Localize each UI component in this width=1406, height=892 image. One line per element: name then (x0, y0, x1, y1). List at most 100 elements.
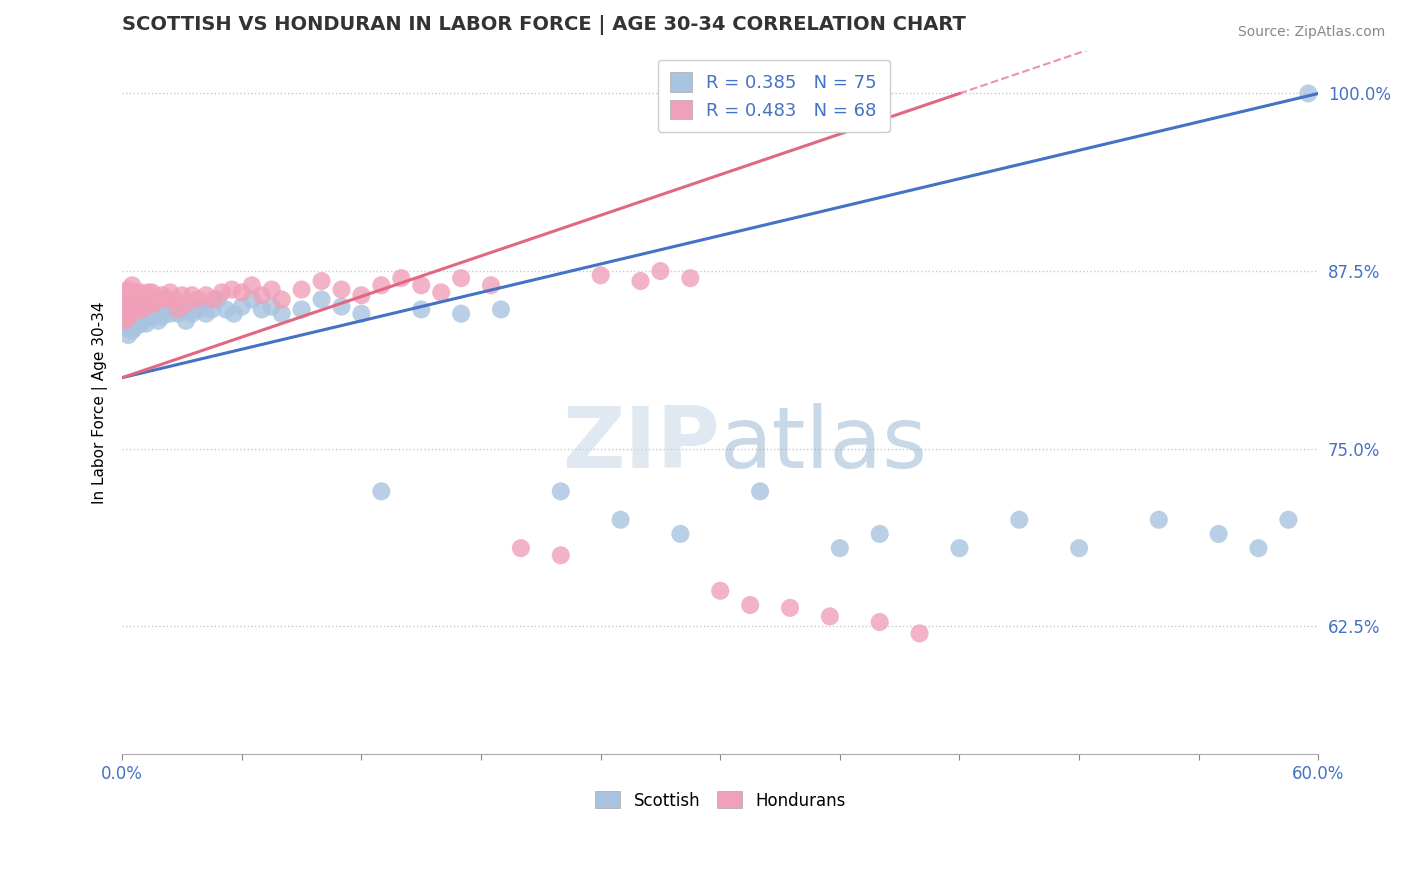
Point (135, 307, 157, 321)
Point (146, 314, 169, 328)
Point (1298, 87, 1320, 101)
Point (215, 302, 238, 317)
Point (117, 283, 139, 297)
Point (411, 278, 433, 293)
Point (779, 600, 801, 615)
Point (260, 300, 283, 314)
Point (489, 302, 512, 317)
Point (201, 302, 224, 317)
Point (1247, 541, 1270, 556)
Point (121, 307, 143, 321)
Point (122, 321, 145, 335)
Point (908, 626, 931, 640)
Point (122, 310, 145, 324)
Point (121, 302, 143, 317)
Point (143, 297, 166, 311)
Point (127, 307, 149, 321)
Point (134, 300, 156, 314)
Point (187, 293, 209, 307)
Point (194, 307, 217, 321)
Point (181, 307, 204, 321)
Point (370, 278, 392, 293)
Point (159, 307, 181, 321)
Point (389, 271, 412, 285)
Point (131, 304, 153, 318)
Point (828, 541, 851, 556)
Point (260, 283, 283, 297)
Point (411, 302, 433, 317)
Point (129, 307, 152, 321)
Point (129, 285, 152, 300)
Point (131, 288, 153, 302)
Point (240, 293, 263, 307)
Point (589, 268, 612, 283)
Point (187, 302, 209, 317)
Text: ZIP: ZIP (562, 403, 720, 486)
Point (143, 302, 166, 317)
Point (869, 615, 891, 629)
Point (115, 307, 138, 321)
Point (749, 484, 772, 499)
Point (240, 278, 263, 293)
Point (291, 283, 314, 297)
Point (127, 288, 149, 302)
Point (141, 285, 163, 300)
Point (150, 288, 173, 302)
Point (250, 302, 273, 317)
Point (709, 583, 731, 598)
Point (135, 317, 157, 331)
Point (270, 307, 292, 321)
Point (170, 288, 193, 302)
Point (159, 285, 181, 300)
Point (122, 302, 145, 317)
Point (170, 302, 193, 317)
Point (120, 302, 142, 317)
Point (115, 300, 138, 314)
Point (122, 288, 145, 302)
Point (869, 527, 891, 541)
Point (141, 310, 163, 325)
Point (650, 264, 672, 278)
Point (330, 283, 353, 297)
Point (121, 314, 143, 328)
Point (550, 484, 572, 499)
Point (136, 285, 159, 300)
Point (112, 321, 135, 335)
Point (115, 314, 138, 328)
Y-axis label: In Labor Force | Age 30-34: In Labor Force | Age 30-34 (93, 301, 108, 504)
Point (430, 285, 453, 300)
Point (194, 288, 217, 302)
Point (174, 314, 197, 328)
Point (1147, 513, 1170, 527)
Point (122, 300, 145, 314)
Point (231, 285, 253, 300)
Point (222, 307, 245, 321)
Point (1008, 513, 1031, 527)
Point (135, 293, 157, 307)
Point (479, 278, 502, 293)
Point (120, 300, 142, 314)
Point (117, 310, 139, 325)
Point (115, 285, 138, 300)
Point (350, 307, 373, 321)
Point (350, 288, 373, 302)
Point (150, 310, 173, 324)
Text: SCOTTISH VS HONDURAN IN LABOR FORCE | AGE 30-34 CORRELATION CHART: SCOTTISH VS HONDURAN IN LABOR FORCE | AG… (122, 15, 966, 35)
Point (120, 321, 142, 335)
Point (117, 307, 139, 321)
Point (550, 549, 572, 563)
Point (112, 314, 135, 328)
Point (127, 302, 149, 317)
Point (146, 293, 169, 307)
Point (117, 328, 139, 343)
Point (174, 297, 197, 311)
Point (450, 307, 472, 321)
Legend: Scottish, Hondurans: Scottish, Hondurans (589, 785, 852, 816)
Point (163, 300, 186, 314)
Text: Source: ZipAtlas.com: Source: ZipAtlas.com (1237, 25, 1385, 39)
Point (231, 300, 253, 314)
Point (163, 293, 186, 307)
Point (127, 318, 149, 332)
Point (120, 310, 142, 325)
Point (191, 300, 214, 314)
